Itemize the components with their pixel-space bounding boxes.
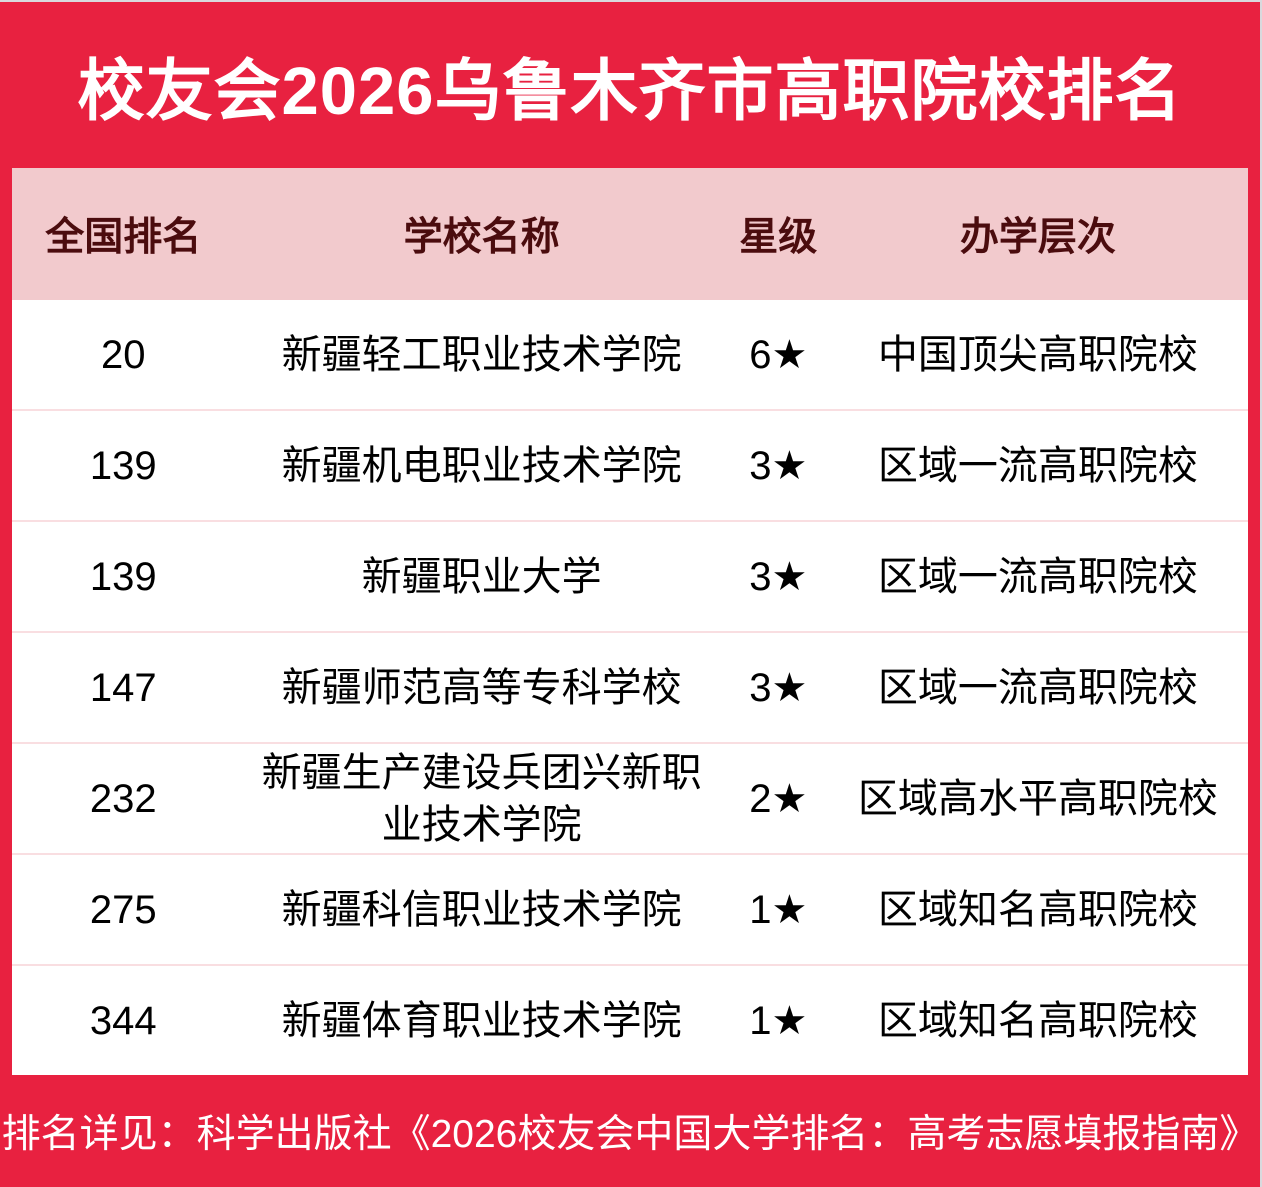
school-level-cell: 区域知名高职院校 (877, 998, 1198, 1043)
header-cell-school-name: 学校名称 (403, 216, 560, 259)
title-banner: 校友会2026乌鲁木齐市高职院校排名 (0, 2, 1260, 168)
star-rating-cell: 3★ (749, 554, 808, 599)
header-cell-star-rating: 星级 (739, 216, 818, 259)
table-body: 20 新疆轻工职业技术学院 6★ 中国顶尖高职院校 139 新疆机电职业技术学院… (12, 300, 1248, 1075)
table-row: 20 新疆轻工职业技术学院 6★ 中国顶尖高职院校 (12, 300, 1248, 409)
rank-cell: 139 (89, 554, 157, 599)
school-name-cell: 新疆生产建设兵团兴新职业技术学院 (261, 750, 702, 847)
header-cell-national-rank: 全国排名 (45, 216, 202, 259)
footer-banner: 排名详见：科学出版社《2026校友会中国大学排名：高考志愿填报指南》 (0, 1075, 1260, 1187)
star-rating-cell: 3★ (749, 665, 808, 710)
header-cell-school-level: 办学层次 (959, 216, 1116, 259)
table-row: 344 新疆体育职业技术学院 1★ 区域知名高职院校 (12, 964, 1248, 1075)
school-level-cell: 区域一流高职院校 (877, 443, 1198, 488)
school-level-cell: 区域一流高职院校 (877, 554, 1198, 599)
table-row: 232 新疆生产建设兵团兴新职业技术学院 2★ 区域高水平高职院校 (12, 742, 1248, 853)
star-rating-cell: 6★ (749, 332, 808, 377)
star-rating-cell: 1★ (749, 887, 808, 932)
star-rating-cell: 2★ (749, 776, 808, 821)
school-name-cell: 新疆体育职业技术学院 (281, 998, 682, 1043)
footer-note: 排名详见：科学出版社《2026校友会中国大学排名：高考志愿填报指南》 (1, 1113, 1259, 1156)
school-name-cell: 新疆职业大学 (361, 554, 602, 599)
star-rating-cell: 1★ (749, 998, 808, 1043)
table-row: 147 新疆师范高等专科学校 3★ 区域一流高职院校 (12, 631, 1248, 742)
school-level-cell: 区域一流高职院校 (877, 665, 1198, 710)
table-row: 139 新疆机电职业技术学院 3★ 区域一流高职院校 (12, 409, 1248, 520)
rank-cell: 20 (100, 332, 146, 377)
ranking-table: 全国排名 学校名称 星级 办学层次 20 新疆轻工职业技术学院 6★ 中国顶尖高… (12, 168, 1248, 1075)
star-rating-cell: 3★ (749, 443, 808, 488)
school-level-cell: 区域高水平高职院校 (857, 776, 1218, 821)
school-name-cell: 新疆师范高等专科学校 (281, 665, 682, 710)
school-name-cell: 新疆科信职业技术学院 (281, 887, 682, 932)
school-name-cell: 新疆机电职业技术学院 (281, 443, 682, 488)
rank-cell: 344 (89, 998, 157, 1043)
table-row: 275 新疆科信职业技术学院 1★ 区域知名高职院校 (12, 853, 1248, 964)
rank-cell: 147 (89, 665, 157, 710)
school-name-cell: 新疆轻工职业技术学院 (281, 332, 682, 377)
table-row: 139 新疆职业大学 3★ 区域一流高职院校 (12, 520, 1248, 631)
table-header-row: 全国排名 学校名称 星级 办学层次 (12, 168, 1248, 300)
page-title: 校友会2026乌鲁木齐市高职院校排名 (77, 53, 1183, 129)
rank-cell: 232 (89, 776, 157, 821)
school-level-cell: 区域知名高职院校 (877, 887, 1198, 932)
school-level-cell: 中国顶尖高职院校 (877, 332, 1198, 377)
rank-cell: 139 (89, 443, 157, 488)
rank-cell: 275 (89, 887, 157, 932)
